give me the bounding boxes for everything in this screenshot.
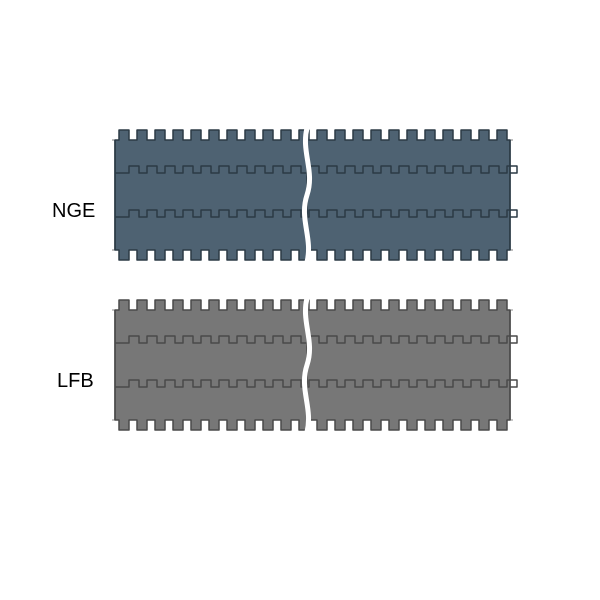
label-top: NGE — [52, 200, 95, 223]
diagram-canvas: NGE LFB — [0, 0, 600, 600]
belt-svg — [0, 0, 600, 600]
label-bottom: LFB — [57, 370, 94, 393]
